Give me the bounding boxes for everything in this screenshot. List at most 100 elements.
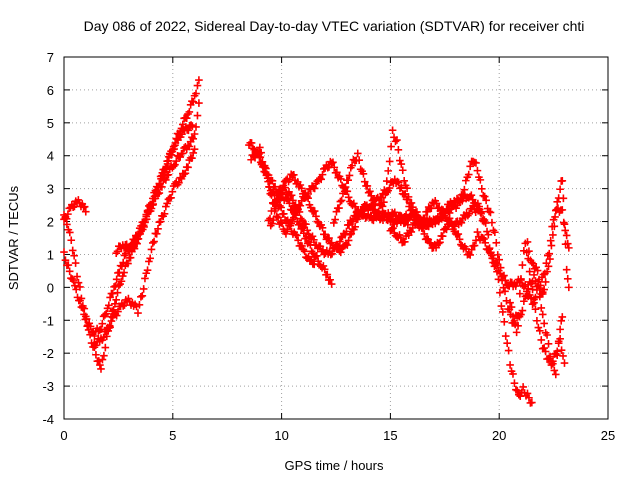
data-point-marker (193, 111, 202, 120)
data-point-marker (141, 274, 149, 283)
grid-layer (64, 57, 608, 419)
data-point-marker (462, 245, 470, 253)
data-point-marker (557, 317, 566, 325)
data-point-marker (467, 191, 476, 200)
y-tick-label: 7 (47, 50, 54, 65)
data-point-marker (447, 219, 456, 228)
y-tick-label: 6 (47, 83, 54, 98)
data-point-marker (470, 241, 479, 250)
data-point-marker (533, 316, 541, 325)
data-point-marker (389, 224, 397, 233)
data-point-marker (387, 142, 395, 151)
data-point-marker (345, 171, 354, 180)
x-tick-label: 25 (601, 428, 615, 443)
data-point-marker (403, 184, 411, 193)
data-series-arc-16 (538, 177, 573, 297)
data-point-marker (302, 220, 310, 229)
data-point-marker (509, 370, 517, 378)
data-point-marker (466, 251, 474, 259)
data-point-marker (394, 146, 403, 154)
data-point-marker (344, 176, 352, 185)
data-point-marker (291, 201, 300, 209)
y-tick-label: 1 (47, 247, 54, 262)
data-point-marker (397, 234, 405, 242)
data-point-marker (331, 215, 339, 224)
data-point-marker (278, 219, 286, 228)
data-point-marker (161, 167, 169, 176)
data-point-marker (489, 254, 498, 263)
data-point-marker (436, 238, 444, 247)
data-point-marker (518, 306, 527, 315)
data-point-marker (503, 339, 511, 348)
data-point-marker (512, 328, 521, 337)
data-point-marker (325, 234, 333, 242)
data-point-marker (518, 261, 527, 269)
data-point-marker (388, 126, 397, 135)
data-point-marker (279, 181, 288, 190)
data-point-marker (504, 346, 513, 355)
data-point-marker (525, 393, 533, 402)
data-series-arc-5 (112, 99, 203, 257)
data-point-marker (473, 166, 482, 175)
data-point-marker (167, 194, 175, 202)
data-series-arc-15 (523, 204, 573, 290)
data-point-marker (266, 214, 274, 223)
data-point-marker (170, 145, 178, 153)
data-point-marker (507, 303, 516, 311)
data-point-marker (557, 346, 566, 354)
data-point-marker (60, 248, 68, 256)
data-point-marker (353, 215, 362, 223)
data-point-marker (466, 162, 474, 171)
data-point-marker (551, 370, 560, 379)
data-point-marker (438, 232, 447, 241)
y-tick-label: -1 (42, 313, 54, 328)
data-point-marker (517, 276, 525, 284)
data-point-marker (382, 177, 391, 185)
data-point-marker (310, 184, 319, 193)
data-point-marker (285, 199, 294, 208)
data-point-marker (188, 122, 197, 130)
data-point-marker (357, 211, 366, 219)
data-point-marker (527, 294, 535, 303)
data-point-marker (86, 322, 95, 331)
data-point-marker (70, 251, 78, 260)
data-point-marker (190, 145, 199, 153)
data-point-marker (62, 214, 71, 223)
data-point-marker (527, 279, 535, 288)
data-point-marker (181, 169, 190, 178)
data-point-marker (537, 304, 546, 312)
data-point-marker (265, 183, 273, 191)
data-point-marker (496, 288, 504, 297)
data-point-marker (556, 325, 564, 334)
data-point-marker (536, 327, 544, 335)
data-point-marker (380, 198, 388, 206)
data-point-marker (355, 156, 364, 165)
data-point-marker (312, 212, 320, 221)
data-point-marker (336, 237, 344, 246)
data-point-marker (69, 277, 78, 285)
data-point-marker (541, 347, 550, 356)
data-point-marker (268, 177, 277, 185)
data-point-marker (506, 361, 514, 369)
data-point-marker (277, 203, 285, 212)
tick-layer: 0 5 10 15 20 25 -4 -3 -2 -1 0 1 2 3 4 5 6 7 (42, 50, 615, 443)
data-point-marker (195, 76, 203, 84)
data-point-marker (420, 230, 429, 238)
data-point-marker (274, 214, 282, 222)
data-point-marker (263, 174, 272, 182)
data-point-marker (565, 283, 573, 292)
data-point-marker (424, 222, 433, 231)
data-point-marker (432, 199, 441, 208)
data-point-marker (344, 193, 353, 202)
data-point-marker (563, 275, 572, 283)
data-point-marker (554, 337, 563, 346)
data-point-marker (398, 166, 407, 175)
data-point-marker (487, 248, 495, 257)
data-point-marker (540, 285, 548, 294)
data-point-marker (337, 196, 346, 205)
data-series-arc-10 (264, 126, 547, 337)
data-point-marker (351, 202, 359, 211)
y-tick-label: 3 (47, 182, 54, 197)
data-point-marker (530, 271, 538, 279)
